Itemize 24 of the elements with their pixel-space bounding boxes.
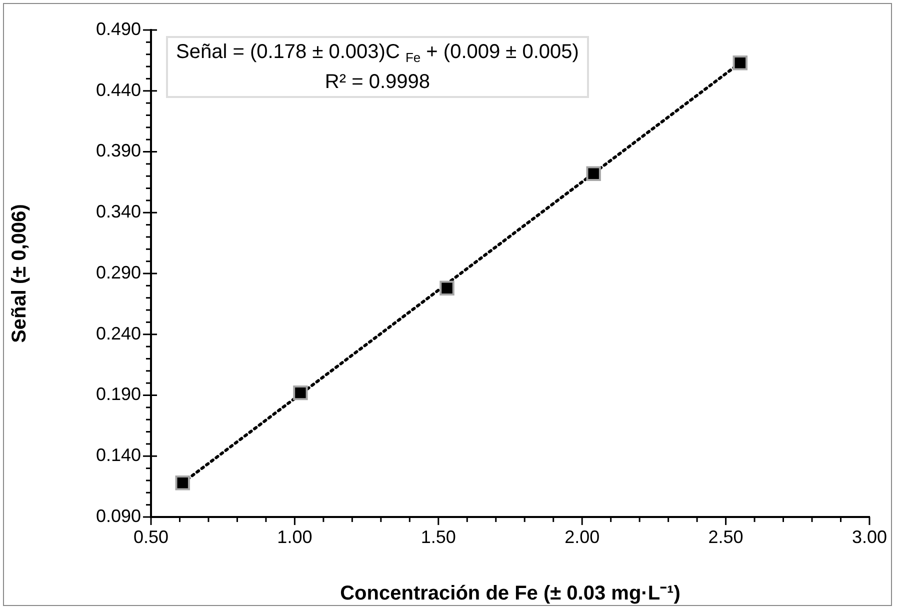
x-axis-title: Concentración de Fe (± 0.03 mg·L⁻¹) — [340, 582, 680, 605]
x-tick-label: 0.50 — [133, 526, 169, 547]
y-tick-label: 0.240 — [96, 323, 141, 344]
y-tick-label: 0.440 — [96, 80, 141, 100]
x-tick-label: 1.50 — [420, 526, 456, 547]
point — [175, 476, 190, 490]
y-axis-title: Señal (± 0,006) — [8, 204, 31, 343]
y-tick-label: 0.290 — [96, 262, 141, 282]
point — [586, 166, 601, 182]
x-tick-label: 2.50 — [708, 526, 744, 547]
point — [293, 385, 308, 400]
annotation: R² = 0.9998 — [324, 70, 431, 94]
x-tick-label: 3.00 — [852, 526, 888, 547]
point — [732, 56, 748, 70]
y-tick-label: 0.390 — [96, 140, 141, 161]
y-tick-label: 0.490 — [96, 18, 141, 39]
x-tick-label: 2.00 — [564, 526, 600, 547]
annotation: Señal = (0.178 ± 0.003)C $_{Fe}$ + (0.009 ± 0.005) — [176, 40, 579, 67]
y-tick-label: 0.140 — [96, 445, 141, 466]
y-tick-label: 0.340 — [96, 202, 141, 222]
x-tick-label: 1.00 — [277, 526, 312, 547]
point — [440, 280, 454, 296]
y-tick-label: 0.190 — [96, 384, 141, 404]
y-tick-label: 0.090 — [96, 506, 141, 526]
